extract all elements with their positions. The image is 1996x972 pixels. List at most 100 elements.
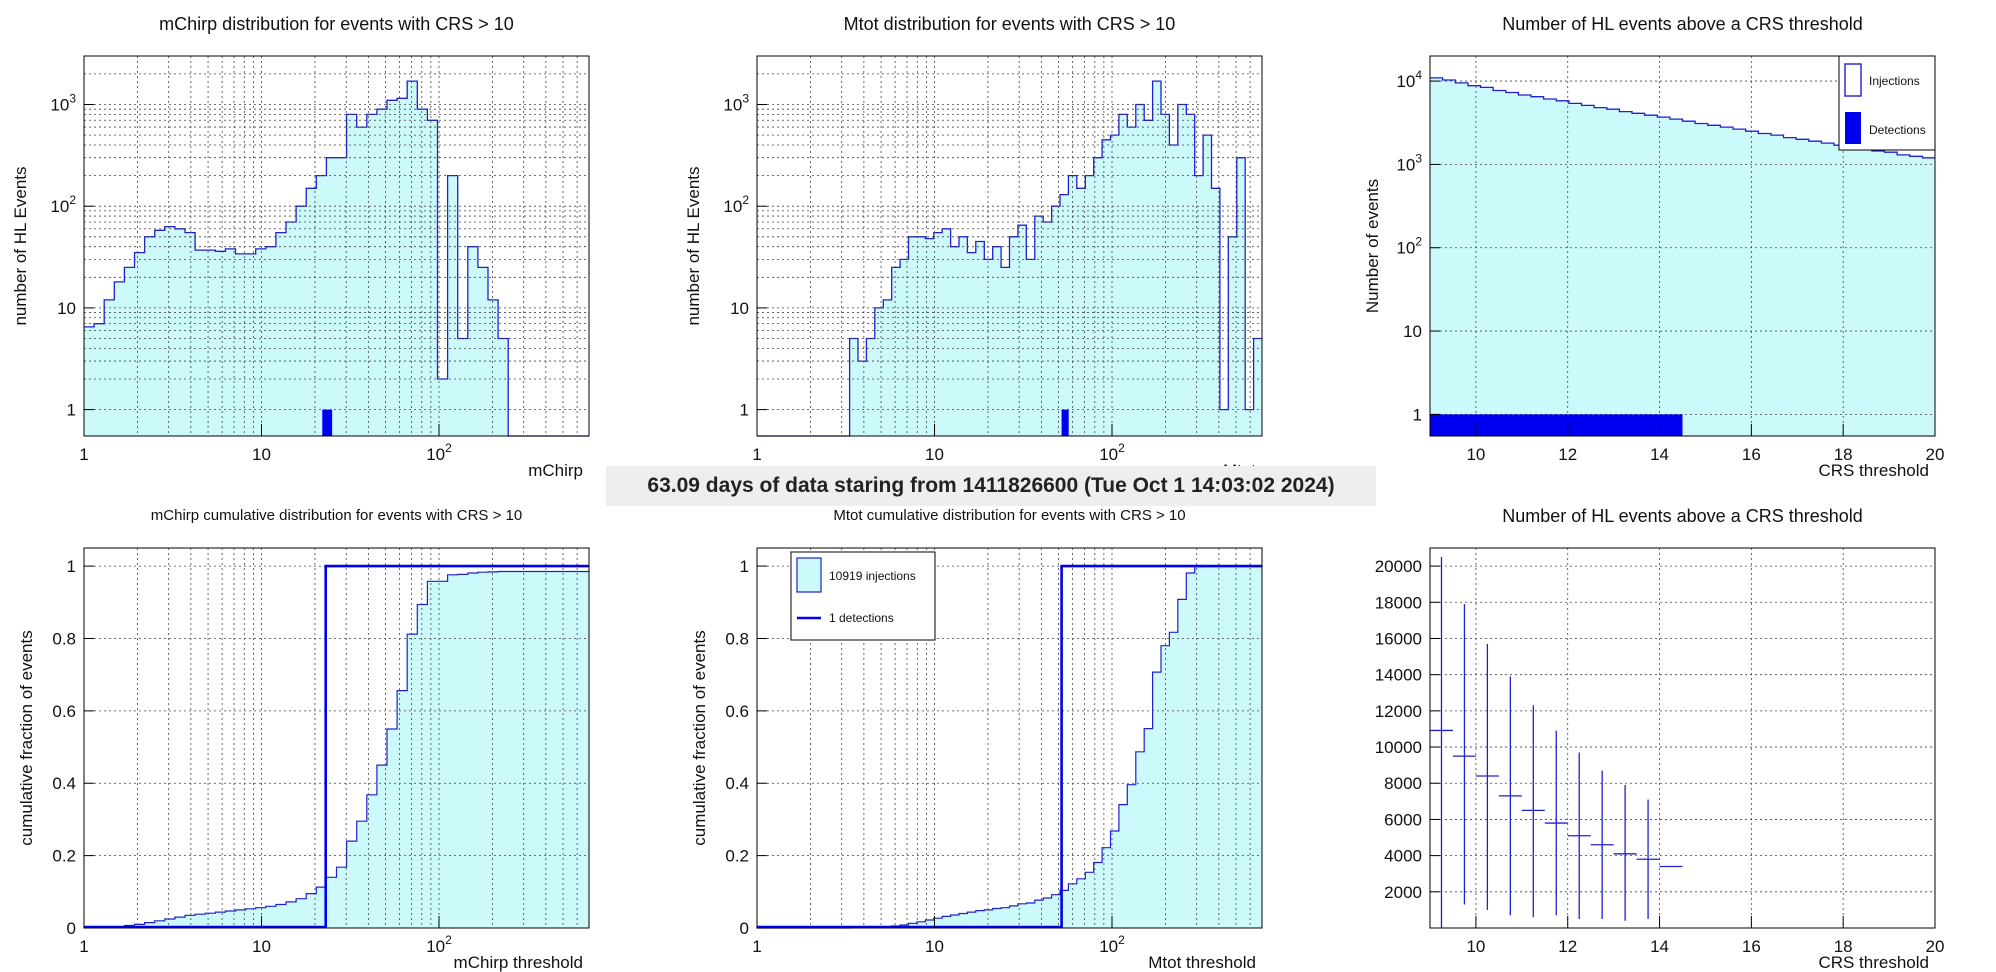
x-axis-label: mChirp — [528, 461, 583, 480]
y-tick-label: 8000 — [1384, 774, 1422, 793]
legend-swatch-detections — [1845, 112, 1861, 144]
x-tick-label: 10 — [252, 445, 271, 464]
data-span-banner: 63.09 days of data staring from 14118266… — [606, 466, 1376, 506]
x-axis-label: Mtot threshold — [1148, 953, 1256, 972]
ticks — [756, 104, 1113, 436]
grid — [757, 548, 1262, 928]
x-axis-label: CRS threshold — [1818, 461, 1929, 480]
y-tick-label: 0.4 — [52, 774, 76, 793]
plot-frame — [756, 547, 1263, 929]
y-tick-label: 2000 — [1384, 883, 1422, 902]
grid — [1430, 548, 1935, 928]
x-tick-label: 10 — [925, 937, 944, 956]
plot-frame — [83, 547, 590, 929]
y-tick-label: 6000 — [1384, 810, 1422, 829]
error-bars — [1430, 557, 1683, 928]
ticks — [83, 565, 440, 929]
legend-label: Detections — [1869, 123, 1926, 137]
y-tick-label: 16000 — [1375, 629, 1422, 648]
y-tick-label: 102 — [50, 193, 76, 216]
y-axis-label: Number of events — [1363, 179, 1382, 313]
y-tick-label: 103 — [723, 92, 749, 115]
x-tick-label: 10 — [925, 445, 944, 464]
grid — [757, 56, 1262, 436]
plot-frame — [756, 55, 1263, 437]
cumulative-fill — [757, 566, 1262, 928]
grid — [84, 548, 589, 928]
x-tick-label: 10 — [1466, 937, 1485, 956]
x-tick-label: 10 — [1466, 445, 1485, 464]
panel-crs-counts: Number of HL events above a CRS threshol… — [1363, 14, 1944, 480]
y-tick-label: 10000 — [1375, 738, 1422, 757]
detection-bar — [322, 409, 333, 436]
plot-frame — [83, 55, 590, 437]
panel-mtot-cum: Mtot cumulative distribution for events … — [690, 507, 1263, 972]
x-tick-label: 18 — [1834, 445, 1853, 464]
y-axis-label: number of HL Events — [684, 166, 703, 325]
x-tick-label: 102 — [1099, 441, 1125, 464]
y-tick-label: 0 — [67, 919, 76, 938]
y-tick-label: 102 — [1396, 235, 1422, 258]
legend-swatch-injections — [796, 557, 822, 593]
injections-fill — [1430, 77, 1935, 437]
detection-step-line — [84, 564, 589, 929]
x-tick-label: 1 — [752, 445, 761, 464]
x-tick-label: 12 — [1558, 445, 1577, 464]
chart-title: Number of HL events above a CRS threshol… — [1502, 506, 1863, 526]
chart-title: Mtot distribution for events with CRS > … — [844, 14, 1176, 34]
y-tick-label: 0 — [740, 919, 749, 938]
x-tick-label: 20 — [1926, 937, 1945, 956]
y-tick-label: 12000 — [1375, 702, 1422, 721]
x-tick-label: 102 — [426, 441, 452, 464]
x-tick-label: 12 — [1558, 937, 1577, 956]
panel-mchirp-cum: mChirp cumulative distribution for event… — [17, 507, 590, 972]
y-tick-label: 10 — [1403, 322, 1422, 341]
y-tick-label: 0.8 — [52, 629, 76, 648]
chart-title: mChirp distribution for events with CRS … — [159, 14, 514, 34]
chart-title: Mtot cumulative distribution for events … — [833, 507, 1185, 524]
y-tick-label: 103 — [50, 92, 76, 115]
x-tick-label: 102 — [426, 933, 452, 956]
y-tick-label: 1 — [67, 401, 76, 420]
cumulative-fill — [84, 571, 589, 928]
x-tick-label: 102 — [1099, 933, 1125, 956]
chart-title: mChirp cumulative distribution for event… — [151, 507, 522, 524]
injections-fill — [84, 81, 589, 436]
y-tick-label: 4000 — [1384, 847, 1422, 866]
x-tick-label: 1 — [79, 937, 88, 956]
y-tick-label: 20000 — [1375, 557, 1422, 576]
y-tick-label: 10 — [730, 299, 749, 318]
detection-bar — [1430, 414, 1683, 436]
y-tick-label: 18000 — [1375, 593, 1422, 612]
x-axis-label: CRS threshold — [1818, 953, 1929, 972]
y-axis-label: number of HL Events — [11, 166, 30, 325]
y-axis-label: cumulative fraction of events — [17, 630, 36, 845]
y-tick-label: 0.2 — [52, 847, 76, 866]
x-tick-label: 14 — [1650, 937, 1669, 956]
injections-line — [84, 80, 589, 437]
panel-mchirp: mChirp distribution for events with CRS … — [11, 14, 590, 480]
detection-step-line — [757, 564, 1262, 929]
cumulative-line — [84, 570, 589, 929]
x-tick-label: 16 — [1742, 937, 1761, 956]
x-tick-label: 18 — [1834, 937, 1853, 956]
plot-frame — [1429, 55, 1936, 437]
x-axis-label: mChirp threshold — [454, 953, 583, 972]
y-tick-label: 102 — [723, 193, 749, 216]
legend-label: Injections — [1869, 74, 1920, 88]
x-tick-label: 1 — [79, 445, 88, 464]
legend-label: 1 detections — [829, 611, 894, 625]
y-axis-label: cumulative fraction of events — [690, 630, 709, 845]
injections-line — [757, 80, 1262, 437]
grid — [84, 56, 589, 436]
panel-mtot: Mtot distribution for events with CRS > … — [684, 14, 1263, 480]
plot-frame — [1429, 547, 1936, 929]
legend-swatch-injections — [1844, 63, 1862, 97]
ticks — [1430, 565, 1936, 928]
legend-label: 10919 injections — [829, 569, 916, 583]
ticks — [1430, 80, 1936, 436]
panel-crs-errors: Number of HL events above a CRS threshol… — [1375, 506, 1945, 972]
y-tick-label: 0.2 — [725, 847, 749, 866]
y-tick-label: 1 — [740, 401, 749, 420]
